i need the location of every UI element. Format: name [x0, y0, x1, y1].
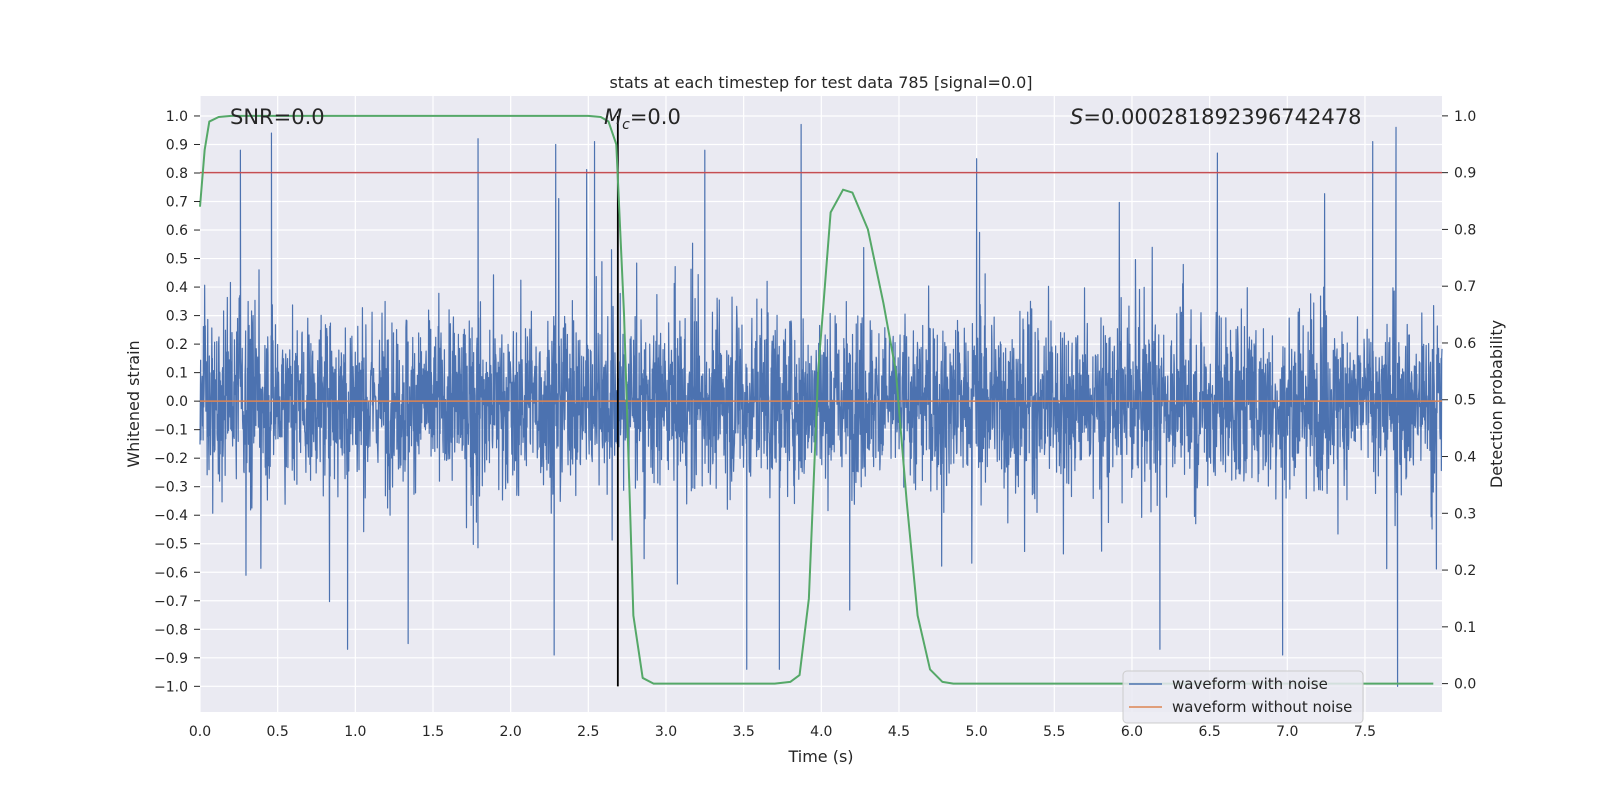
detection-probability-line — [199, 114, 1434, 685]
y-tick-label: −0.4 — [154, 508, 188, 524]
y-tick-label: 0.6 — [166, 223, 188, 239]
x-tick-label: 2.0 — [500, 724, 522, 740]
y-tick-label: 0.1 — [166, 366, 188, 382]
x-tick-label: 3.5 — [733, 724, 755, 740]
y-tick-label: 0.8 — [166, 166, 188, 182]
y-tick-label: −0.6 — [154, 565, 188, 581]
y-tick-label: 0.0 — [166, 394, 188, 410]
y-axis-title: Whitened strain — [124, 340, 143, 467]
y2-tick-label: 1.0 — [1454, 109, 1476, 125]
y-tick-label: −0.7 — [154, 594, 188, 610]
legend-label-waveform-without-noise: waveform without noise — [1172, 698, 1352, 716]
mc-symbol: M — [604, 105, 622, 129]
x-tick-label: 6.0 — [1121, 724, 1143, 740]
y2-tick-label: 0.9 — [1454, 166, 1476, 182]
x-tick-label: 7.0 — [1276, 724, 1298, 740]
y2-tick-label: 0.1 — [1454, 620, 1476, 636]
y-tick-label: 0.4 — [166, 280, 188, 296]
snr-annotation: SNR=0.0 — [230, 105, 325, 129]
y-tick-label: −0.8 — [154, 622, 188, 638]
x-tick-label: 5.5 — [1043, 724, 1065, 740]
y-tick-label: 0.3 — [166, 309, 188, 325]
y2-tick-label: 0.2 — [1454, 563, 1476, 579]
x-tick-label: 5.0 — [966, 724, 988, 740]
y2-tick-label: 0.4 — [1454, 450, 1476, 466]
axes-layer: 0.0 0.5 1.0 1.5 2.0 2.5 3.0 3.5 4.0 4.5 5.0 5.5 6.0 6… — [154, 109, 1476, 740]
y2-tick-label: 0.3 — [1454, 506, 1476, 522]
y2-tick-label: 0.7 — [1454, 279, 1476, 295]
y-tick-label: 0.9 — [166, 137, 188, 153]
x-tick-label: 6.5 — [1198, 724, 1220, 740]
y-tick-label: −0.9 — [154, 651, 188, 667]
mc-annotation: Mc=0.0 — [604, 105, 681, 133]
y-tick-label: −1.0 — [154, 679, 188, 695]
y-tick-label: −0.5 — [154, 537, 188, 553]
y2-tick-label: 0.6 — [1454, 336, 1476, 352]
x-tick-label: 0.5 — [267, 724, 289, 740]
y-tick-label: −0.3 — [154, 480, 188, 496]
y-tick-label: 0.2 — [166, 337, 188, 353]
x-tick-label: 2.5 — [577, 724, 599, 740]
noise-waveform-layer — [199, 123, 1443, 687]
s-value: =0.000281892396742478 — [1083, 105, 1361, 129]
y2-axis-title: Detection probability — [1487, 320, 1506, 488]
chart-title: stats at each timestep for test data 785… — [609, 73, 1032, 92]
y-tick-label: 1.0 — [166, 109, 188, 125]
legend-box — [1122, 670, 1364, 724]
y2-tick-label: 0.5 — [1454, 393, 1476, 409]
x-tick-label: 3.0 — [655, 724, 677, 740]
y-tick-label: 0.5 — [166, 252, 188, 268]
x-tick-label: 1.5 — [422, 724, 444, 740]
s-symbol: S — [1070, 105, 1083, 129]
y-tick-label: −0.2 — [154, 451, 188, 467]
y-tick-label: −0.1 — [154, 423, 188, 439]
x-tick-label: 4.0 — [810, 724, 832, 740]
x-axis-title: Time (s) — [787, 747, 853, 766]
y2-tick-label: 0.8 — [1454, 222, 1476, 238]
mc-subscript: c — [622, 117, 630, 133]
legend-label-waveform-with-noise: waveform with noise — [1172, 675, 1328, 693]
waveform-with-noise-line — [199, 123, 1443, 687]
y-tick-label: 0.7 — [166, 195, 188, 211]
x-tick-label: 1.0 — [344, 724, 366, 740]
legend: waveform with noise waveform without noi… — [1122, 670, 1364, 724]
mc-value: =0.0 — [630, 105, 681, 129]
x-tick-label: 4.5 — [888, 724, 910, 740]
lines-layer — [199, 114, 1442, 687]
x-tick-label: 7.5 — [1354, 724, 1376, 740]
x-tick-label: 0.0 — [189, 724, 211, 740]
y2-tick-label: 0.0 — [1454, 677, 1476, 693]
s-annotation: S=0.000281892396742478 — [1070, 105, 1361, 129]
